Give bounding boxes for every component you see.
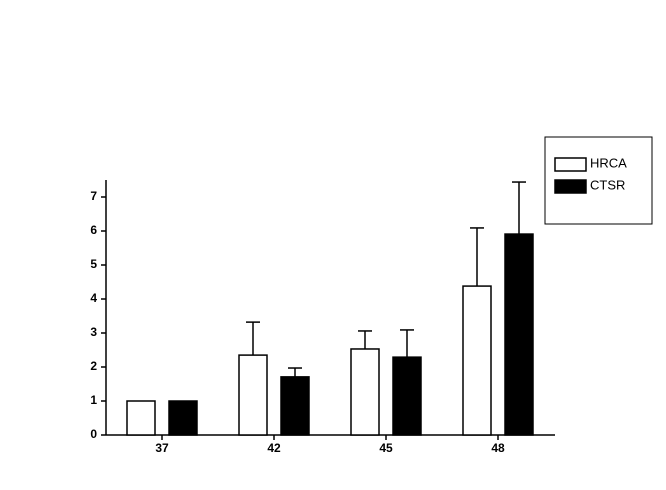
x-tick-label: 48 [491,441,505,455]
y-tick-label: 2 [90,359,97,373]
error-bar [288,367,302,377]
legend-swatch [554,179,587,194]
bar [238,354,268,436]
y-tick-label: 1 [90,393,97,407]
y-tick-label: 7 [90,189,97,203]
y-tick-label: 6 [90,223,97,237]
bar [126,400,156,436]
y-tick-label: 4 [90,291,97,305]
bar [280,376,310,436]
x-tick-label: 37 [155,441,169,455]
bar [350,348,380,436]
error-bar [470,227,484,287]
bar [168,400,198,436]
y-tick-label: 3 [90,325,97,339]
x-tick-label: 42 [267,441,281,455]
bar [392,356,422,436]
y-tick-label: 5 [90,257,97,271]
legend-label: CTSR [590,177,625,192]
bar [504,233,534,436]
error-bar [400,329,414,358]
legend-label: HRCA [590,155,627,170]
error-bar [246,321,260,356]
legend-swatch [554,157,587,172]
y-tick-label: 0 [90,427,97,441]
bar [462,285,492,436]
x-tick-label: 45 [379,441,393,455]
error-bar [512,181,526,235]
error-bar [358,330,372,349]
